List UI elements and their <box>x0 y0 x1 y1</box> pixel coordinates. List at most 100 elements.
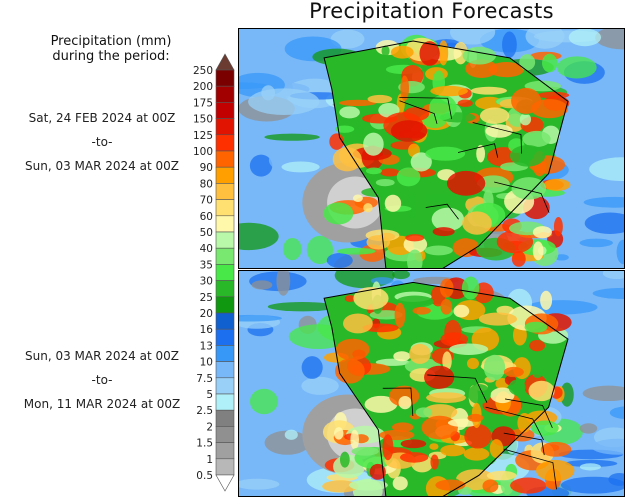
colorbar-segment <box>215 361 235 379</box>
precip-cell <box>449 343 489 355</box>
colorbar-segment <box>215 102 235 119</box>
colorbar-tick-label: 16 <box>200 324 214 336</box>
precip-cell <box>542 53 558 73</box>
period-2-start: Sun, 03 MAR 2024 at 00Z <box>25 349 179 363</box>
precip-cell <box>334 125 355 133</box>
precip-cell <box>407 249 423 268</box>
precip-cell <box>390 120 428 142</box>
precip-cell <box>532 371 543 378</box>
coastline <box>323 281 569 496</box>
precip-cell <box>528 380 555 402</box>
country-border <box>485 406 544 441</box>
precip-cell <box>431 207 465 232</box>
precip-cell <box>537 91 570 99</box>
precip-cell <box>384 194 402 212</box>
colorbar-tick-label: 90 <box>200 162 213 174</box>
colorbar-tick-label: 175 <box>193 97 213 109</box>
colorbar-tick-label: 1 <box>206 454 213 466</box>
colorbar-segment <box>215 328 235 346</box>
precip-cell <box>438 40 449 66</box>
colorbar-segment <box>215 393 235 411</box>
precip-cell <box>476 175 510 193</box>
precip-cell <box>410 152 432 172</box>
precip-cell <box>511 177 547 200</box>
country-border <box>399 96 453 120</box>
precip-cell <box>461 276 480 300</box>
colorbar-segment <box>215 231 235 249</box>
precip-cell <box>589 157 624 182</box>
colorbar-tick-label: 25 <box>200 292 213 304</box>
precip-cell <box>412 306 431 315</box>
country-border <box>505 398 553 429</box>
precip-cell <box>560 382 574 407</box>
precip-cell <box>338 99 377 107</box>
colorbar-segment <box>215 458 235 476</box>
colorbar-tick-label: 40 <box>200 243 213 255</box>
colorbar-segment <box>215 134 235 152</box>
colorbar-segment <box>215 85 235 103</box>
precip-cell <box>530 420 559 436</box>
precip-cell <box>424 245 453 256</box>
colorbar-tick-label: 0.5 <box>196 470 213 482</box>
precip-cell <box>553 217 563 237</box>
precip-cell <box>602 271 624 280</box>
precip-cell <box>430 454 439 470</box>
precip-cell <box>248 88 320 116</box>
precip-cell <box>353 194 363 202</box>
precip-cell <box>382 434 394 461</box>
precip-cell <box>592 287 624 299</box>
precip-cell <box>465 59 498 78</box>
precip-cell <box>579 463 601 471</box>
precip-cell <box>560 476 624 494</box>
colorbar-segment <box>215 312 235 330</box>
precip-cell <box>249 388 278 415</box>
colorbar-tick-label: 5 <box>206 389 213 401</box>
colorbar-tick-label: 7.5 <box>196 373 213 385</box>
precip-cell <box>284 429 298 440</box>
precip-cell <box>457 99 473 107</box>
precip-cell <box>579 423 598 434</box>
colorbar-segment <box>215 183 235 200</box>
colorbar-segment <box>215 69 235 87</box>
precip-cell <box>348 479 388 491</box>
precip-cell <box>440 299 453 315</box>
colorbar-tick-label: 80 <box>200 178 213 190</box>
precip-cell <box>522 130 551 147</box>
precip-cell <box>343 313 373 334</box>
chart-title: Precipitation Forecasts <box>309 0 554 23</box>
colorbar-tick-label: 10 <box>200 357 213 369</box>
country-border <box>503 432 545 456</box>
precip-cell <box>249 154 273 177</box>
precip-cell <box>478 312 518 326</box>
precip-cell <box>391 422 414 433</box>
precip-cell <box>483 354 506 381</box>
precip-cell <box>394 302 406 328</box>
colorbar-tick-label: 50 <box>200 227 213 239</box>
precip-cell <box>425 146 466 161</box>
country-border <box>427 374 488 403</box>
colorbar-segment <box>215 215 235 233</box>
precip-cell <box>583 196 624 208</box>
precip-cell <box>467 413 484 422</box>
precip-cell <box>591 438 624 455</box>
period-2-end: Mon, 11 MAR 2024 at 00Z <box>23 397 181 411</box>
forecast-map-period-1 <box>238 28 625 269</box>
precip-cell <box>262 485 327 496</box>
precip-cell <box>392 271 411 280</box>
colorbar-segment <box>215 377 235 395</box>
precip-cell <box>470 86 507 95</box>
precip-cell <box>239 357 290 370</box>
precip-cell <box>400 439 427 449</box>
precip-cell <box>264 430 310 455</box>
precip-cell <box>336 247 376 255</box>
precip-cell <box>363 203 373 213</box>
precip-cell <box>367 94 393 104</box>
colorbar-segment <box>215 118 235 136</box>
precip-cell <box>556 56 597 79</box>
colorbar-segment <box>215 280 235 298</box>
colorbar-segment <box>215 442 235 460</box>
precip-cell <box>281 161 320 173</box>
period-1-start: Sat, 24 FEB 2024 at 00Z <box>28 111 176 125</box>
precip-cell <box>267 302 337 312</box>
precip-cell <box>440 332 469 347</box>
